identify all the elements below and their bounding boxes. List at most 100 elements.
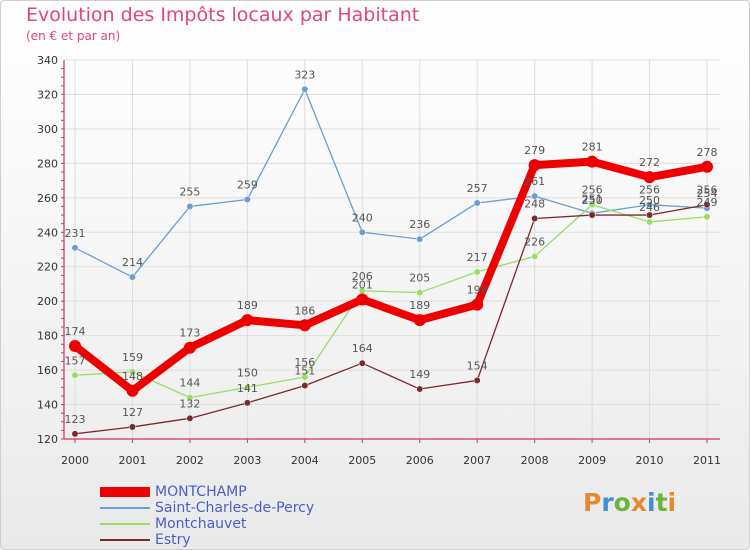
data-label: 256 — [639, 184, 660, 197]
y-tick-label: 140 — [37, 399, 58, 412]
data-point — [129, 368, 136, 376]
x-tick-label: 2009 — [578, 454, 606, 467]
data-label: 127 — [122, 406, 143, 419]
data-label: 261 — [524, 175, 545, 188]
data-label: 256 — [582, 184, 603, 197]
data-point — [301, 85, 309, 93]
y-tick-label: 260 — [37, 192, 58, 205]
legend-label: MONTCHAMP — [155, 484, 247, 500]
x-tick-label: 2005 — [348, 454, 376, 467]
data-label: 141 — [237, 382, 258, 395]
legend-label: Saint-Charles-de-Percy — [155, 500, 315, 516]
data-point — [129, 273, 136, 281]
data-label: 250 — [582, 194, 603, 207]
legend-swatch — [100, 523, 150, 525]
data-point — [358, 228, 366, 236]
data-point — [356, 293, 369, 306]
data-label: 257 — [467, 182, 488, 195]
data-label: 279 — [524, 144, 545, 157]
data-label: 259 — [237, 179, 258, 192]
x-tick-label: 2002 — [176, 454, 204, 467]
y-tick-label: 300 — [37, 123, 58, 136]
logo-letter: r — [601, 488, 614, 517]
data-label: 206 — [352, 270, 373, 283]
logo-letter: t — [655, 488, 668, 517]
y-tick-label: 320 — [37, 88, 58, 101]
proxiti-logo: Proxiti — [583, 488, 676, 517]
data-label: 151 — [294, 365, 315, 378]
data-label: 159 — [122, 351, 143, 364]
data-point — [703, 213, 711, 221]
y-tick-label: 160 — [37, 364, 58, 377]
data-label: 154 — [467, 359, 488, 372]
data-point — [646, 201, 653, 209]
data-point — [701, 160, 713, 173]
data-label: 256 — [697, 184, 718, 197]
data-point — [703, 201, 711, 209]
data-label: 123 — [65, 413, 86, 426]
x-tick-label: 2003 — [233, 454, 261, 467]
data-point — [126, 384, 139, 397]
chart-subtitle: (en € et par an) — [26, 29, 121, 43]
data-point — [241, 314, 254, 327]
data-label: 150 — [237, 366, 258, 379]
series-line — [74, 204, 708, 435]
data-label: 248 — [524, 197, 545, 210]
y-tick-label: 180 — [37, 330, 58, 343]
data-point — [243, 383, 251, 391]
series-0 — [69, 155, 713, 397]
data-label: 189 — [237, 299, 258, 312]
data-point — [646, 211, 653, 219]
data-label: 249 — [697, 196, 718, 209]
data-label: 254 — [697, 187, 718, 200]
data-label: 251 — [582, 192, 603, 205]
data-point — [531, 252, 539, 260]
data-point — [473, 268, 481, 276]
y-tick-label: 340 — [37, 54, 58, 67]
data-point — [71, 371, 79, 379]
data-label: 231 — [65, 227, 86, 240]
data-label: 255 — [179, 185, 200, 198]
legend-swatch — [100, 507, 150, 509]
data-label: 149 — [409, 368, 430, 381]
series-2 — [71, 201, 711, 402]
series-line — [74, 88, 708, 278]
x-tick-label: 2000 — [61, 454, 89, 467]
data-label: 173 — [179, 327, 200, 340]
series-line — [71, 157, 711, 395]
y-tick-label: 220 — [37, 261, 58, 274]
data-point — [416, 289, 424, 297]
logo-letter: x — [630, 488, 647, 517]
x-tick-label: 2008 — [521, 454, 549, 467]
data-point — [473, 199, 481, 207]
x-tick-label: 2004 — [291, 454, 319, 467]
data-label: 278 — [697, 146, 718, 159]
data-label: 164 — [352, 342, 373, 355]
data-label: 201 — [352, 278, 373, 291]
legend-swatch — [100, 539, 150, 541]
data-point — [586, 155, 599, 168]
data-point — [646, 218, 653, 226]
legend-label: Montchauvet — [155, 516, 247, 532]
data-label: 157 — [65, 354, 86, 367]
data-point — [301, 382, 309, 390]
chart-title: Evolution des Impôts locaux par Habitant — [26, 4, 420, 26]
y-tick-label: 280 — [37, 157, 58, 170]
logo-letter: o — [613, 488, 631, 517]
data-point — [71, 244, 79, 252]
data-label: 144 — [179, 377, 200, 390]
data-label: 240 — [352, 211, 373, 224]
data-label: 132 — [179, 397, 200, 410]
data-point — [528, 159, 541, 172]
data-label: 217 — [467, 251, 488, 264]
x-tick-label: 2001 — [118, 454, 146, 467]
data-point — [413, 314, 426, 327]
data-point — [531, 192, 539, 200]
data-label: 246 — [639, 201, 660, 214]
series-3 — [71, 201, 711, 438]
data-point — [186, 202, 194, 210]
data-point — [358, 359, 366, 367]
data-point — [416, 235, 424, 243]
y-tick-label: 200 — [37, 295, 58, 308]
